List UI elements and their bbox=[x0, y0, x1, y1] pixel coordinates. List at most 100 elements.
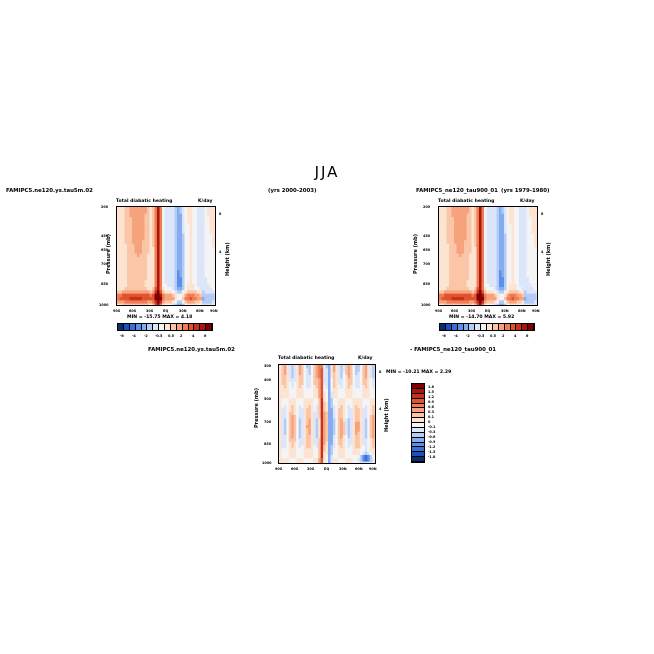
heatmap-cell bbox=[340, 411, 343, 416]
heatmap-cell bbox=[139, 303, 143, 305]
heatmap-cell bbox=[298, 415, 302, 419]
colorbar-swatch bbox=[141, 324, 148, 330]
heatmap-cell bbox=[461, 303, 465, 305]
heatmap-cell bbox=[345, 391, 348, 396]
heatmap-cell bbox=[328, 415, 331, 419]
heatmap-cell bbox=[281, 411, 285, 416]
heatmap-cell bbox=[499, 277, 502, 281]
heatmap-cell bbox=[149, 290, 153, 294]
heatmap-cell bbox=[177, 243, 180, 248]
heatmap-cell bbox=[534, 263, 537, 268]
heatmap-cell bbox=[516, 277, 520, 281]
panel-3-xtick: 60N bbox=[355, 467, 363, 471]
heatmap-cell bbox=[486, 250, 490, 254]
heatmap-cell bbox=[174, 287, 178, 291]
heatmap-cell bbox=[352, 415, 356, 419]
heatmap-cell bbox=[521, 223, 525, 228]
heatmap-cell bbox=[449, 230, 452, 234]
heatmap-cell bbox=[202, 277, 205, 281]
heatmap-cell bbox=[192, 277, 195, 281]
heatmap-cell bbox=[199, 253, 203, 258]
heatmap-cell bbox=[516, 247, 520, 251]
heatmap-cell bbox=[209, 257, 213, 261]
heatmap-cell bbox=[372, 428, 375, 432]
heatmap-cell bbox=[117, 277, 120, 281]
heatmap-cell bbox=[474, 230, 477, 234]
heatmap-cell bbox=[139, 217, 143, 221]
heatmap-cell bbox=[305, 425, 309, 429]
heatmap-cell bbox=[369, 385, 373, 389]
heatmap-cell bbox=[354, 441, 358, 446]
heatmap-cell bbox=[499, 260, 502, 264]
heatmap-cell bbox=[529, 230, 532, 234]
heatmap-cell bbox=[207, 230, 210, 234]
panel-3-colorbar-label: 0.6 bbox=[428, 405, 435, 409]
heatmap-cell bbox=[320, 395, 324, 399]
heatmap-cell bbox=[347, 415, 351, 419]
heatmap-cell bbox=[449, 220, 452, 224]
heatmap-cell bbox=[313, 371, 317, 376]
heatmap-cell bbox=[529, 210, 532, 214]
heatmap-cell bbox=[521, 213, 525, 218]
heatmap-cell bbox=[496, 283, 500, 288]
heatmap-cell bbox=[117, 263, 120, 268]
colorbar-swatch bbox=[412, 393, 424, 399]
heatmap-cell bbox=[124, 243, 128, 248]
heatmap-cell bbox=[199, 263, 203, 268]
heatmap-cell bbox=[318, 378, 321, 382]
heatmap-cell bbox=[177, 247, 180, 251]
panel-2-colorbar-label: -0.5 bbox=[477, 334, 485, 338]
heatmap-cell bbox=[484, 263, 487, 268]
heatmap-cell bbox=[516, 300, 520, 304]
heatmap-cell bbox=[283, 425, 287, 429]
heatmap-cell bbox=[471, 213, 475, 218]
heatmap-cell bbox=[534, 227, 537, 231]
heatmap-cell bbox=[504, 293, 507, 298]
heatmap-cell bbox=[350, 391, 353, 396]
heatmap-cell bbox=[454, 297, 457, 301]
heatmap-cell bbox=[174, 280, 178, 284]
heatmap-cell bbox=[187, 217, 190, 221]
heatmap-cell bbox=[157, 213, 160, 218]
heatmap-cell bbox=[506, 223, 510, 228]
heatmap-cell bbox=[491, 240, 495, 244]
heatmap-cell bbox=[496, 277, 500, 281]
heatmap-cell bbox=[298, 458, 302, 462]
heatmap-cell bbox=[177, 257, 180, 261]
heatmap-cell bbox=[354, 378, 358, 382]
heatmap-cell bbox=[511, 287, 515, 291]
heatmap-cell bbox=[444, 303, 447, 305]
heatmap-cell bbox=[157, 273, 160, 278]
heatmap-cell bbox=[291, 435, 294, 439]
heatmap-cell bbox=[449, 223, 452, 228]
heatmap-cell bbox=[337, 375, 341, 379]
heatmap-cell bbox=[315, 451, 319, 456]
heatmap-cell bbox=[288, 411, 292, 416]
heatmap-cell bbox=[476, 260, 480, 264]
heatmap-cell bbox=[149, 277, 153, 281]
heatmap-cell bbox=[359, 435, 363, 439]
heatmap-cell bbox=[207, 243, 210, 248]
heatmap-cell bbox=[347, 408, 351, 412]
heatmap-cell bbox=[364, 375, 368, 379]
heatmap-cell bbox=[357, 441, 361, 446]
heatmap-cell bbox=[352, 428, 356, 432]
heatmap-cell bbox=[504, 297, 507, 301]
panel-2-colorbar-label: -2 bbox=[466, 334, 470, 338]
heatmap-cell bbox=[122, 303, 125, 305]
heatmap-cell bbox=[279, 461, 282, 463]
heatmap-cell bbox=[142, 267, 145, 271]
heatmap-cell bbox=[194, 270, 198, 274]
heatmap-cell bbox=[347, 458, 351, 462]
heatmap-cell bbox=[320, 375, 324, 379]
heatmap-cell bbox=[454, 253, 457, 258]
heatmap-cell bbox=[169, 253, 173, 258]
heatmap-cell bbox=[197, 223, 200, 228]
heatmap-cell bbox=[129, 297, 133, 301]
heatmap-cell bbox=[511, 237, 515, 241]
heatmap-cell bbox=[139, 263, 143, 268]
heatmap-cell bbox=[179, 257, 183, 261]
heatmap-cell bbox=[323, 415, 326, 419]
heatmap-cell bbox=[164, 283, 168, 288]
heatmap-cell bbox=[340, 398, 343, 402]
